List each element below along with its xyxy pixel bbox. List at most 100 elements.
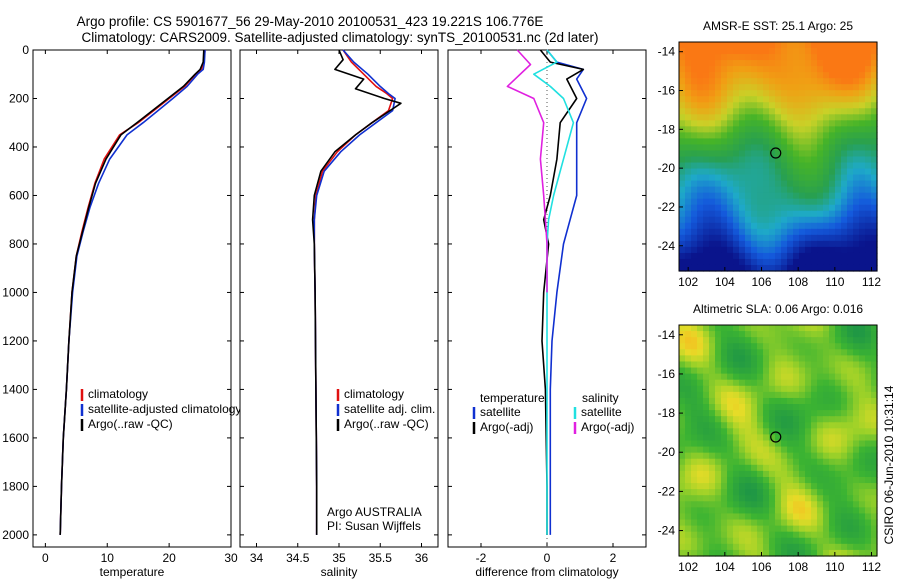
sst_map-cell bbox=[781, 54, 788, 61]
sla_map-cell bbox=[865, 513, 872, 521]
sla_map-cell bbox=[697, 440, 704, 448]
sst_map-cell bbox=[829, 114, 836, 121]
sla_map-cell bbox=[775, 476, 782, 484]
sst_map-cell bbox=[709, 138, 716, 146]
sla_map-cell bbox=[751, 543, 758, 551]
sla_map-cell bbox=[817, 446, 824, 454]
sla_map-cell bbox=[691, 416, 698, 423]
temperature-legend-label: satellite-adjusted climatology bbox=[88, 402, 241, 416]
sla_map-cell bbox=[697, 519, 704, 527]
sst_map-cell bbox=[757, 246, 764, 254]
sla_map-cell bbox=[829, 549, 836, 557]
sla_map-cell bbox=[703, 476, 710, 484]
sla_map-cell bbox=[871, 476, 878, 484]
sst_map-cell bbox=[793, 144, 800, 152]
sla_map-cell bbox=[775, 507, 782, 515]
sst_map-cell bbox=[799, 96, 806, 103]
sla_map-cell bbox=[823, 543, 830, 551]
sla_map-cell bbox=[811, 379, 818, 387]
sst_map-cell bbox=[871, 258, 878, 266]
sla_map-cell bbox=[703, 379, 710, 387]
sst_map-cell bbox=[709, 114, 716, 121]
sst_map-cell bbox=[763, 258, 770, 266]
sla_map-ytick-label: -18 bbox=[658, 406, 676, 420]
sst_map-cell bbox=[823, 120, 830, 127]
sla_map-cell bbox=[859, 355, 866, 363]
sst_map-cell bbox=[709, 150, 716, 158]
sst_map-cell bbox=[757, 156, 764, 164]
sst_map-cell bbox=[775, 144, 782, 152]
sla_map-cell bbox=[769, 337, 776, 344]
sst_map-cell bbox=[763, 210, 770, 218]
sla_map-cell bbox=[691, 495, 698, 502]
sla_map-cell bbox=[679, 416, 686, 423]
sst_map-cell bbox=[679, 114, 686, 121]
sla_map-cell bbox=[763, 446, 770, 454]
sla_map-cell bbox=[847, 531, 854, 539]
sst_map-cell bbox=[709, 126, 716, 133]
sla_map-cell bbox=[793, 543, 800, 551]
sst_map-cell bbox=[793, 186, 800, 194]
sla_map-cell bbox=[871, 458, 878, 466]
sla_map-cell bbox=[727, 325, 734, 332]
sla_map-cell bbox=[769, 361, 776, 369]
sst_map-cell bbox=[769, 234, 776, 242]
sla_map-cell bbox=[697, 325, 704, 332]
sst_map-cell bbox=[679, 216, 686, 224]
sst_map-cell bbox=[847, 216, 854, 224]
sst_map-cell bbox=[871, 72, 878, 79]
sla_map-cell bbox=[829, 367, 836, 375]
sst_map-cell bbox=[709, 144, 716, 152]
sla_map-cell bbox=[829, 525, 836, 533]
sst_map-cell bbox=[691, 150, 698, 158]
sst_map-axes-frame bbox=[678, 41, 878, 272]
sla_map-cell bbox=[793, 367, 800, 375]
sla_map-cell bbox=[787, 446, 794, 454]
sst_map-cell bbox=[793, 156, 800, 164]
sst_map-cell bbox=[685, 132, 692, 140]
sla_map-cell bbox=[703, 464, 710, 472]
sst_map-cell bbox=[829, 60, 836, 67]
sst_map-cell bbox=[763, 108, 770, 115]
sst_map-cell bbox=[817, 120, 824, 127]
sla_map-cell bbox=[793, 343, 800, 350]
sla_map-cell bbox=[823, 495, 830, 502]
sst_map-cell bbox=[865, 228, 872, 236]
sla_map-cell bbox=[751, 361, 758, 369]
sst_map-cell bbox=[793, 108, 800, 115]
sst_map-cell bbox=[775, 48, 782, 55]
sst_map-cell bbox=[763, 252, 770, 260]
sla_map-cell bbox=[829, 513, 836, 521]
sla_map-cell bbox=[751, 404, 758, 411]
sla_map-cell bbox=[817, 440, 824, 448]
sla_map-cell bbox=[865, 361, 872, 369]
sla_map-cell bbox=[781, 476, 788, 484]
sst_map-cell bbox=[739, 264, 746, 272]
sla_map-cell bbox=[697, 446, 704, 454]
sla_map-cell bbox=[811, 513, 818, 521]
sst_map-cell bbox=[835, 216, 842, 224]
sst_map-cell bbox=[703, 42, 710, 49]
sla_map-cell bbox=[775, 489, 782, 496]
sst_map-cell bbox=[715, 54, 722, 61]
sst_map-cell bbox=[739, 96, 746, 103]
sst_map-cell bbox=[727, 228, 734, 236]
sst_map-cell bbox=[805, 180, 812, 188]
sla_map-cell bbox=[853, 470, 860, 478]
sst_map-cell bbox=[823, 108, 830, 115]
sla_map-cell bbox=[871, 416, 878, 423]
sst_map-cell bbox=[679, 204, 686, 212]
sla_map-cell bbox=[829, 373, 836, 381]
sst_map-cell bbox=[769, 54, 776, 61]
sst_map-cell bbox=[739, 258, 746, 266]
sla_map-cell bbox=[679, 367, 686, 375]
sla_map-cell bbox=[733, 452, 740, 460]
sst_map-cell bbox=[859, 138, 866, 146]
sst_map-cell bbox=[787, 48, 794, 55]
sst_map-cell bbox=[739, 156, 746, 164]
sla_map-cell bbox=[871, 361, 878, 369]
sst_map-cell bbox=[709, 228, 716, 236]
sst_map-cell bbox=[811, 240, 818, 248]
sla_map-cell bbox=[847, 446, 854, 454]
sla_map-cell bbox=[703, 513, 710, 521]
